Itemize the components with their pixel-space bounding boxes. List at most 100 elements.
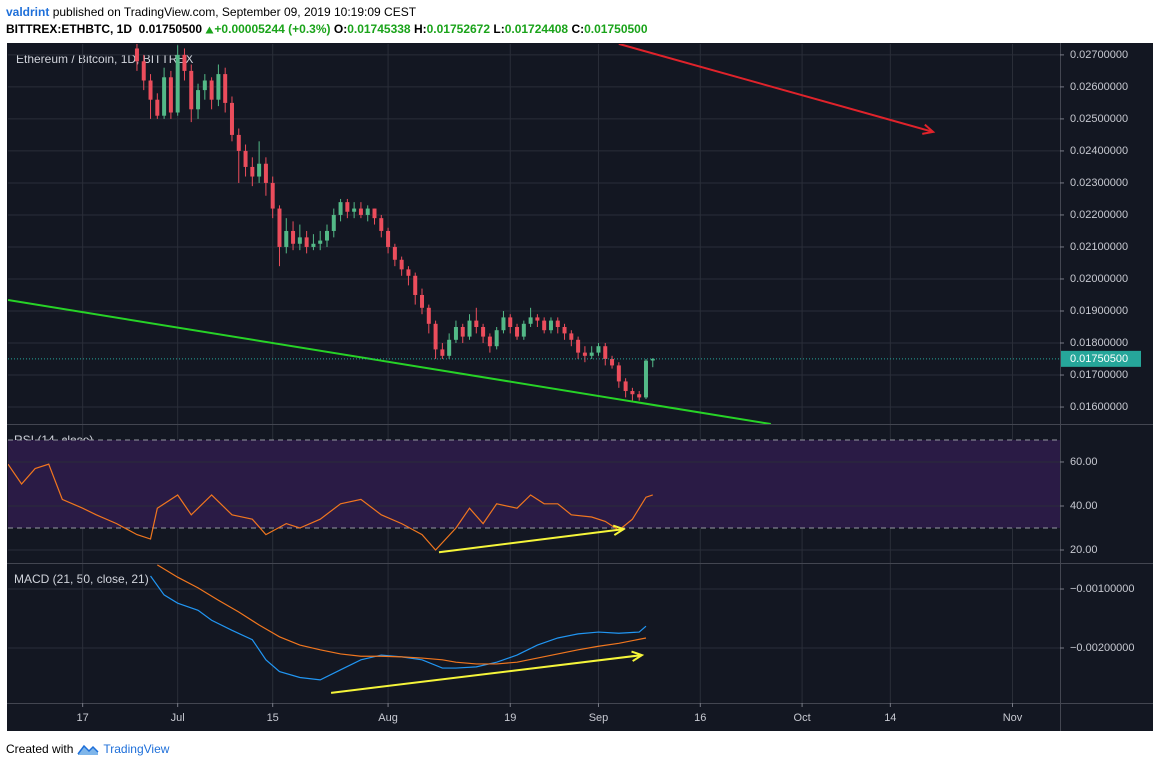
x-tick-label: Oct — [794, 712, 811, 724]
candle-body — [630, 391, 635, 395]
header-line-1: valdrint published on TradingView.com, S… — [6, 4, 648, 21]
arrow-head — [922, 123, 936, 135]
candle-body — [318, 240, 323, 244]
candle-body — [528, 317, 533, 324]
candle-body — [447, 339, 452, 356]
candle-body — [535, 317, 540, 321]
candle-body — [420, 294, 425, 308]
candle-body — [297, 237, 302, 244]
candle-body — [481, 326, 486, 337]
change: +0.00005244 (+0.3%) — [214, 22, 331, 36]
candle-body — [603, 346, 608, 360]
candle-body — [175, 54, 180, 113]
y-tick-label: 0.01600000 — [1070, 401, 1128, 413]
trend-line — [8, 298, 772, 424]
macd-title: MACD (21, 50, close, 21) — [14, 572, 149, 586]
candle-body — [521, 323, 526, 337]
chart-background — [7, 43, 1153, 731]
trend-line — [438, 528, 624, 554]
candle-body — [379, 218, 384, 231]
y-tick-label: 0.01900000 — [1070, 305, 1128, 317]
x-tick-label: 14 — [884, 712, 896, 724]
candle-body — [277, 208, 282, 247]
candle-body — [236, 134, 241, 151]
ohlc-h: 0.01752672 — [426, 22, 491, 36]
candle-body — [162, 77, 167, 116]
candle-body — [494, 330, 499, 347]
y-tick-label: 0.02700000 — [1070, 49, 1128, 61]
candle-body — [392, 246, 397, 260]
candle-body — [243, 150, 248, 167]
ohlc-l: 0.01724408 — [504, 22, 569, 36]
y-tick-label: 0.02500000 — [1070, 113, 1128, 125]
candle-body — [582, 352, 587, 356]
last-price-label: 0.01750500 — [1070, 353, 1128, 365]
y-tick-label: 0.02400000 — [1070, 145, 1128, 157]
candle-body — [508, 317, 513, 327]
candle-body — [196, 90, 201, 110]
candle-body — [345, 202, 350, 212]
candle-body — [372, 208, 377, 219]
x-tick-label: 17 — [77, 712, 89, 724]
candle-body — [474, 320, 479, 327]
candle-body — [365, 208, 370, 215]
candle-body — [338, 202, 343, 215]
ohlc-l-label: L: — [493, 22, 505, 36]
candle-body — [324, 230, 329, 241]
candle-body — [352, 208, 357, 212]
candle-body — [263, 163, 268, 183]
header-line-2: BITTREX:ETHBTC, 1D 0.01750500 +0.0000524… — [6, 21, 648, 38]
footer: Created with TradingView — [6, 742, 169, 756]
y-tick-label: 60.00 — [1070, 456, 1098, 468]
candle-body — [453, 326, 458, 340]
ohlc-o: 0.01745338 — [347, 22, 411, 36]
y-tick-label: 0.01700000 — [1070, 369, 1128, 381]
candle-body — [291, 230, 296, 244]
y-tick-label: 40.00 — [1070, 500, 1098, 512]
y-tick-label: 0.02100000 — [1070, 241, 1128, 253]
x-tick-label: Nov — [1003, 712, 1023, 724]
brand: TradingView — [103, 742, 170, 756]
y-tick-label: 0.02600000 — [1070, 81, 1128, 93]
candle-body — [515, 326, 520, 337]
arrow-head — [612, 524, 626, 536]
candle-body — [216, 74, 221, 100]
ohlc-o-label: O: — [333, 22, 348, 36]
candle-body — [487, 336, 492, 347]
candle-body — [576, 339, 581, 353]
candle-body — [223, 74, 228, 103]
candle-body — [209, 80, 214, 100]
candle-body — [643, 360, 648, 398]
x-tick-label: 16 — [694, 712, 706, 724]
ohlc-h-label: H: — [413, 22, 427, 36]
candle-body — [623, 381, 628, 392]
header: valdrint published on TradingView.com, S… — [6, 4, 648, 38]
y-tick-label: 20.00 — [1070, 544, 1098, 556]
candle-body — [555, 320, 560, 327]
created-with: Created with — [6, 742, 74, 756]
candle-body — [460, 326, 465, 337]
chart-title: Ethereum / Bitcoin, 1D, BITTREX — [16, 52, 193, 66]
last-price-box — [1061, 350, 1141, 367]
x-tick-label: Sep — [589, 712, 609, 724]
x-tick-label: 19 — [504, 712, 516, 724]
candle-body — [501, 317, 506, 331]
candle-body — [616, 365, 621, 382]
symbol: BITTREX:ETHBTC, 1D — [6, 22, 132, 36]
candle-body — [202, 80, 207, 91]
candle-body — [426, 307, 431, 324]
candle-body — [284, 230, 289, 247]
arrow-head — [631, 650, 645, 662]
candle-body — [358, 208, 363, 215]
up-triangle — [205, 26, 214, 34]
candle-body — [650, 358, 655, 361]
last: 0.01750500 — [138, 22, 203, 36]
ohlc-c-label: C: — [571, 22, 585, 36]
y-tick-label: 0.02300000 — [1070, 177, 1128, 189]
series-line — [157, 564, 647, 665]
candle-body — [134, 48, 139, 62]
published: published on TradingView.com, September … — [52, 5, 417, 19]
candle-body — [250, 166, 255, 177]
y-tick-label: −0.00200000 — [1070, 642, 1135, 654]
